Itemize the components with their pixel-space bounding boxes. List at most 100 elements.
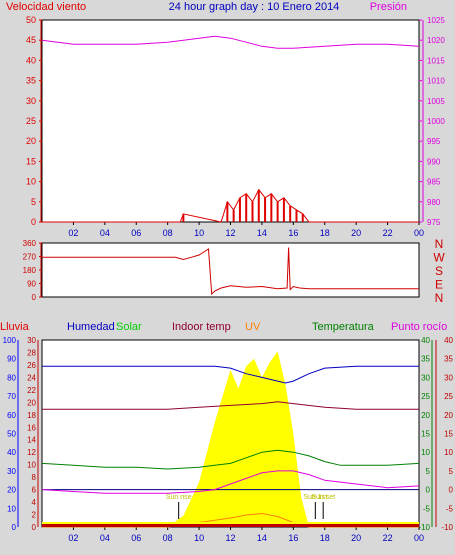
pressure-tick-label: 975 xyxy=(427,218,441,227)
compass-label: W xyxy=(433,251,445,265)
rain-tick-label: 12 xyxy=(27,448,36,457)
p3-hour-label: 22 xyxy=(383,533,393,543)
humidity-tick-label: 80 xyxy=(7,373,16,382)
p1-hour-label: 14 xyxy=(257,228,267,238)
rain-tick-label: 0 xyxy=(32,523,37,532)
rain-bar xyxy=(42,524,419,527)
p1-hour-label: 02 xyxy=(68,228,78,238)
wind-speed-line xyxy=(42,188,419,223)
p3-hour-label: 14 xyxy=(257,533,267,543)
legend-punto-rocio: Punto rocío xyxy=(391,321,447,333)
legend-indoor-temp: Indoor temp xyxy=(172,321,231,333)
wind-speed-tick-label: 40 xyxy=(26,55,36,65)
temperature-tick-label: 40 xyxy=(421,336,430,345)
annotation-label: Sun rise xyxy=(166,494,192,501)
p3-hour-label: 20 xyxy=(351,533,361,543)
rain-tick-label: 22 xyxy=(27,386,36,395)
compass-label: S xyxy=(435,264,443,278)
wind-speed-tick-label: 45 xyxy=(26,35,36,45)
compass-label: N xyxy=(435,291,444,305)
wind-direction-tick-label: 90 xyxy=(27,280,36,289)
p1-hour-label: 08 xyxy=(163,228,173,238)
rain-tick-label: 30 xyxy=(27,336,36,345)
pressure-tick-label: 995 xyxy=(427,137,441,146)
legend-solar: Solar xyxy=(116,321,142,333)
legend-lluvia: Lluvia xyxy=(0,321,30,333)
p3-hour-label: 18 xyxy=(320,533,330,543)
legend-temperatura: Temperatura xyxy=(312,321,375,333)
p3-hour-label: 16 xyxy=(288,533,298,543)
legend-humedad: Humedad xyxy=(67,321,115,333)
humidity-tick-label: 40 xyxy=(7,448,16,457)
p1-hour-label: 12 xyxy=(225,228,235,238)
wind-direction-tick-label: 0 xyxy=(32,293,37,302)
wind-speed-tick-label: 30 xyxy=(26,96,36,106)
humidity-tick-label: 0 xyxy=(12,523,17,532)
wind-speed-tick-label: 5 xyxy=(31,197,36,207)
dewpoint-tick-label: 10 xyxy=(444,448,453,457)
wind-speed-tick-label: 35 xyxy=(26,76,36,86)
humidity-tick-label: 30 xyxy=(7,467,16,476)
temperature-tick-label: 5 xyxy=(426,467,431,476)
rain-tick-label: 24 xyxy=(27,373,36,382)
temperature-tick-label: 30 xyxy=(421,373,430,382)
humidity-tick-label: 90 xyxy=(7,355,16,364)
p1-hour-label: 20 xyxy=(351,228,361,238)
p1-hour-label: 04 xyxy=(100,228,110,238)
pressure-line xyxy=(41,35,420,49)
rain-tick-label: 4 xyxy=(32,498,37,507)
temperature-tick-label: 25 xyxy=(421,392,430,401)
rain-tick-label: 6 xyxy=(32,486,37,495)
legend-uv: UV xyxy=(245,321,261,333)
dewpoint-tick-label: -10 xyxy=(441,523,453,532)
humidity-line xyxy=(42,365,419,384)
humidity-tick-label: 10 xyxy=(7,504,16,513)
wind-direction-tick-label: 270 xyxy=(23,253,37,262)
p1-hour-label: 00 xyxy=(414,228,424,238)
dewpoint-tick-label: -5 xyxy=(446,504,454,513)
p1-hour-label: 06 xyxy=(131,228,141,238)
temperature-tick-label: 35 xyxy=(421,355,430,364)
pressure-tick-label: 1015 xyxy=(427,56,445,65)
pressure-tick-label: 990 xyxy=(427,157,441,166)
wind-speed-tick-label: 10 xyxy=(26,177,36,187)
temperature-line xyxy=(41,449,420,470)
wind-direction-line xyxy=(42,247,419,296)
pressure-tick-label: 980 xyxy=(427,198,441,207)
p3-hour-label: 10 xyxy=(194,533,204,543)
p3-hour-label: 04 xyxy=(100,533,110,543)
pressure-tick-label: 985 xyxy=(427,178,441,187)
humidity-tick-label: 70 xyxy=(7,392,16,401)
humidity-tick-label: 60 xyxy=(7,411,16,420)
wind-speed-tick-label: 25 xyxy=(26,116,36,126)
temperature-tick-label: 0 xyxy=(426,486,431,495)
dewpoint-tick-label: 30 xyxy=(444,373,453,382)
dewpoint-line xyxy=(41,470,420,494)
wind-speed-tick-label: 50 xyxy=(26,15,36,25)
pressure-tick-label: 1020 xyxy=(427,36,445,45)
rain-tick-label: 26 xyxy=(27,361,36,370)
wind-direction-tick-label: 360 xyxy=(23,239,37,248)
dewpoint-tick-label: 20 xyxy=(444,411,453,420)
dewpoint-tick-label: 25 xyxy=(444,392,453,401)
rain-tick-label: 14 xyxy=(27,436,36,445)
temperature-tick-label: 20 xyxy=(421,411,430,420)
dewpoint-tick-label: 40 xyxy=(444,336,453,345)
dewpoint-tick-label: 0 xyxy=(449,486,454,495)
p1-hour-label: 16 xyxy=(288,228,298,238)
temperature-tick-label: 15 xyxy=(421,430,430,439)
p3-hour-label: 08 xyxy=(163,533,173,543)
p3-hour-label: 06 xyxy=(131,533,141,543)
wind-speed-tick-label: 20 xyxy=(26,136,36,146)
compass-label: N xyxy=(435,237,444,251)
p1-hour-label: 22 xyxy=(383,228,393,238)
rain-tick-label: 20 xyxy=(27,398,36,407)
p3-hour-label: 00 xyxy=(414,533,424,543)
solar-baseline xyxy=(42,522,419,524)
p1-hour-label: 18 xyxy=(320,228,330,238)
wind-direction-plot-area xyxy=(41,242,420,298)
indoor-temp-line xyxy=(42,401,419,410)
solar-area xyxy=(167,351,310,527)
temperature-tick-label: -5 xyxy=(423,504,431,513)
